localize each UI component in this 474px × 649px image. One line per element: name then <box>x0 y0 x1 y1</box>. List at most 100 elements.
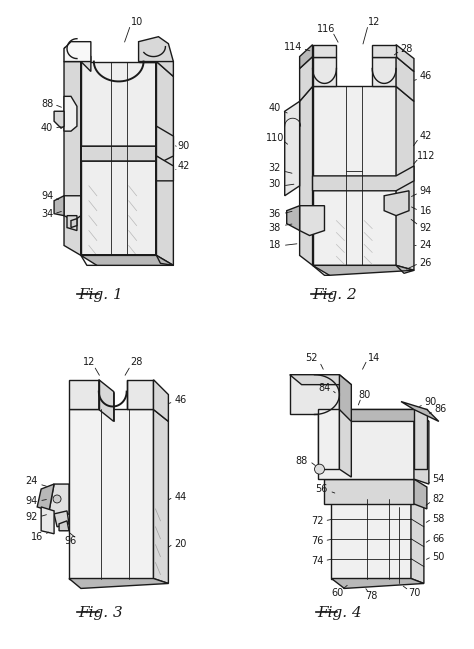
Polygon shape <box>71 219 77 228</box>
Polygon shape <box>37 484 54 511</box>
Text: 44: 44 <box>174 492 186 502</box>
Text: Fig. 3: Fig. 3 <box>78 606 123 620</box>
Text: 30: 30 <box>269 179 281 189</box>
Text: 32: 32 <box>269 163 281 173</box>
Polygon shape <box>318 410 339 469</box>
Text: 14: 14 <box>368 353 380 363</box>
Text: 42: 42 <box>419 131 432 141</box>
Text: 28: 28 <box>400 43 412 54</box>
Text: 20: 20 <box>174 539 187 548</box>
Polygon shape <box>41 507 54 533</box>
Text: 28: 28 <box>130 357 143 367</box>
Text: 74: 74 <box>311 556 324 566</box>
Polygon shape <box>372 45 396 56</box>
Text: 92: 92 <box>25 512 37 522</box>
Polygon shape <box>312 265 414 275</box>
Text: 58: 58 <box>433 514 445 524</box>
Text: 96: 96 <box>65 535 77 546</box>
Text: 16: 16 <box>31 532 43 542</box>
Polygon shape <box>318 410 414 479</box>
Polygon shape <box>312 45 337 56</box>
Polygon shape <box>312 166 414 191</box>
Text: 46: 46 <box>174 395 186 404</box>
Polygon shape <box>81 136 173 161</box>
Text: 94: 94 <box>41 191 53 201</box>
Text: 90: 90 <box>177 141 190 151</box>
Polygon shape <box>290 374 339 415</box>
Polygon shape <box>154 380 168 421</box>
Polygon shape <box>396 56 414 101</box>
Text: 40: 40 <box>269 103 281 114</box>
Text: 86: 86 <box>435 404 447 415</box>
Text: 42: 42 <box>177 161 190 171</box>
Polygon shape <box>384 191 409 215</box>
Polygon shape <box>154 410 168 583</box>
Polygon shape <box>290 374 351 385</box>
Polygon shape <box>67 215 77 230</box>
Text: 26: 26 <box>419 258 432 268</box>
Polygon shape <box>300 56 312 101</box>
Text: 56: 56 <box>315 484 328 494</box>
Text: 36: 36 <box>269 208 281 219</box>
Polygon shape <box>318 410 429 421</box>
Text: 12: 12 <box>368 17 380 27</box>
Text: 88: 88 <box>295 456 308 466</box>
Text: 24: 24 <box>419 241 432 251</box>
Text: 70: 70 <box>408 589 420 598</box>
Polygon shape <box>325 479 414 504</box>
Polygon shape <box>64 62 81 256</box>
Polygon shape <box>300 45 312 69</box>
Polygon shape <box>156 62 173 265</box>
Text: 24: 24 <box>25 476 37 486</box>
Text: 72: 72 <box>311 516 324 526</box>
Polygon shape <box>138 47 156 62</box>
Polygon shape <box>54 196 64 215</box>
Polygon shape <box>54 111 64 128</box>
Polygon shape <box>156 47 173 77</box>
Polygon shape <box>99 380 114 421</box>
Polygon shape <box>285 101 300 196</box>
Circle shape <box>315 464 325 474</box>
Polygon shape <box>300 86 312 265</box>
Text: 114: 114 <box>283 42 302 52</box>
Text: Fig. 2: Fig. 2 <box>312 288 357 302</box>
Text: 18: 18 <box>269 241 281 251</box>
Polygon shape <box>81 47 91 71</box>
Polygon shape <box>138 37 173 62</box>
Polygon shape <box>331 578 424 589</box>
Circle shape <box>53 495 61 503</box>
Polygon shape <box>59 521 69 531</box>
Text: 12: 12 <box>82 357 95 367</box>
Polygon shape <box>49 484 69 519</box>
Polygon shape <box>414 479 427 509</box>
Polygon shape <box>287 206 300 230</box>
Polygon shape <box>300 206 325 236</box>
Text: 16: 16 <box>420 206 432 215</box>
Polygon shape <box>156 126 173 161</box>
Polygon shape <box>156 156 173 181</box>
Text: 46: 46 <box>420 71 432 82</box>
Polygon shape <box>69 380 99 410</box>
Text: 78: 78 <box>365 591 377 602</box>
Text: 94: 94 <box>420 186 432 196</box>
Text: 54: 54 <box>433 474 445 484</box>
Polygon shape <box>312 86 396 265</box>
Polygon shape <box>81 256 173 265</box>
Polygon shape <box>339 410 351 477</box>
Polygon shape <box>64 42 91 62</box>
Polygon shape <box>312 56 337 86</box>
Polygon shape <box>54 511 69 527</box>
Text: 94: 94 <box>25 496 37 506</box>
Text: 38: 38 <box>269 223 281 232</box>
Polygon shape <box>64 47 81 62</box>
Text: 76: 76 <box>311 535 324 546</box>
Polygon shape <box>339 374 351 424</box>
Polygon shape <box>69 410 154 578</box>
Text: 34: 34 <box>41 208 53 219</box>
Text: 116: 116 <box>317 24 336 34</box>
Text: 110: 110 <box>265 133 284 143</box>
Polygon shape <box>411 499 424 583</box>
Polygon shape <box>81 62 156 256</box>
Text: 60: 60 <box>331 589 344 598</box>
Text: 84: 84 <box>319 383 330 393</box>
